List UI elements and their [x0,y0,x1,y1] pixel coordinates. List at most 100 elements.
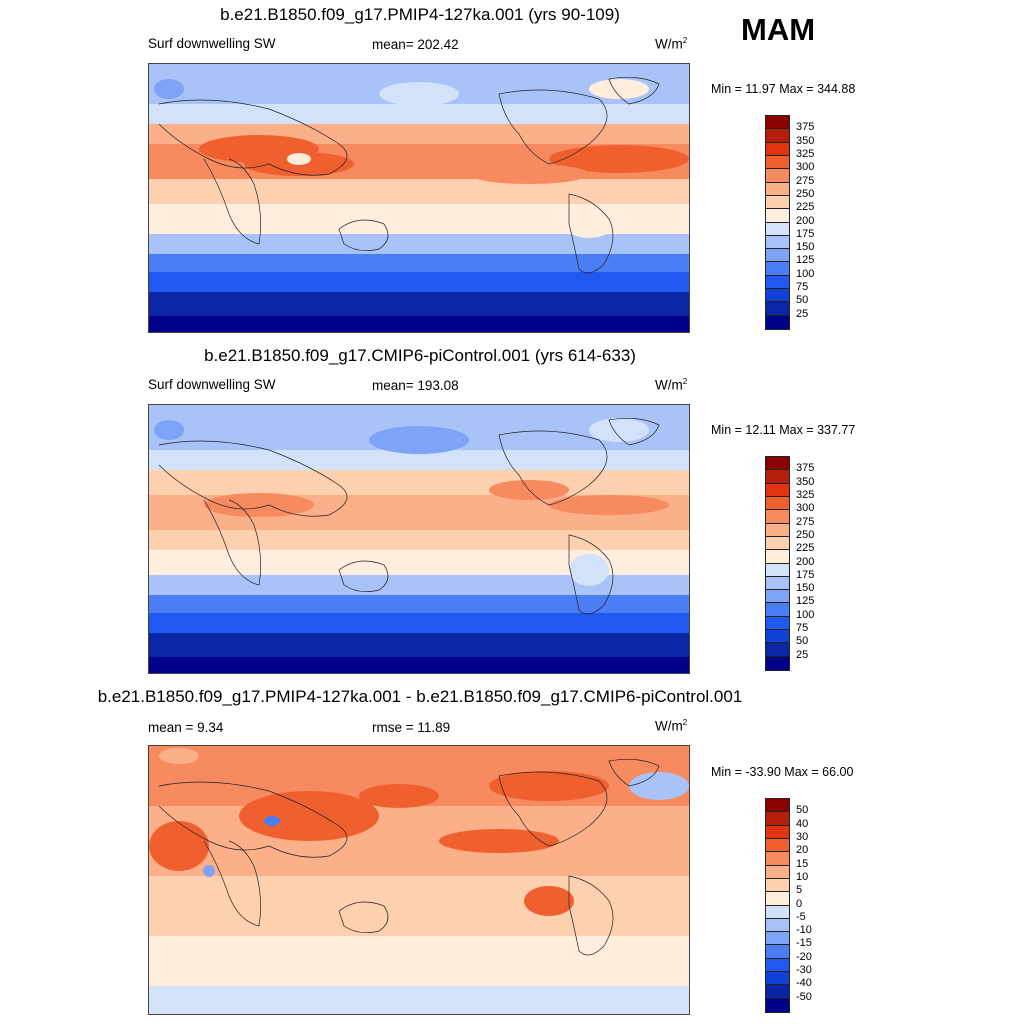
colorbar-tick-label: 375 [796,462,815,475]
panel1-title: b.e21.B1850.f09_g17.PMIP4-127ka.001 (yrs… [220,5,620,24]
panel2-mean-label: mean= 193.08 [372,378,459,393]
colorbar-tick-label: -5 [796,910,806,923]
colorbar-tick-label: 50 [796,804,809,817]
colorbar-cell [766,852,789,866]
colorbar-cell [766,825,789,839]
colorbar-cell [766,275,789,290]
colorbar-tick-label: 375 [796,121,815,134]
colorbar-cell [766,496,789,511]
panel1-map [148,63,690,333]
colorbar-tick-label: 275 [796,174,815,187]
colorbar-cell [766,550,789,564]
panel2-map [148,404,690,674]
colorbar-cell [766,932,789,946]
panel1-variable-label: Surf downwelling SW [148,36,276,51]
colorbar-cell [766,249,789,263]
colorbar-tick-label: 175 [796,227,815,240]
colorbar-cell [766,129,789,143]
panel2-variable-label: Surf downwelling SW [148,377,276,392]
panel3-rmse-label: rmse = 11.89 [372,720,451,735]
colorbar-tick-label: 75 [796,281,809,294]
colorbar-tick-label: 40 [796,817,809,830]
colorbar-tick-label: 250 [796,187,815,200]
colorbar-cell [766,998,789,1012]
colorbar-cell [766,510,789,524]
colorbar-cell [766,838,789,853]
colorbar-cell [766,483,789,497]
colorbar-cell [766,315,789,329]
colorbar-cell [766,603,789,617]
colorbar-tick-label: 275 [796,515,815,528]
colorbar-cell [766,643,789,657]
colorbar-tick-label: 15 [796,857,809,870]
colorbar-tick-label: -15 [796,937,812,950]
colorbar-cell [766,235,789,250]
colorbar-tick-label: 125 [796,254,815,267]
colorbar-tick-label: -20 [796,950,812,963]
colorbar-tick-label: 175 [796,568,815,581]
colorbar-cell [766,155,789,170]
colorbar-cell [766,209,789,223]
colorbar-cell [766,457,789,471]
panel3-map [148,745,690,1015]
colorbar-tick-label: 100 [796,608,815,621]
colorbar-tick-label: 50 [796,294,809,307]
colorbar-cell [766,945,789,959]
panel1-mean-label: mean= 202.42 [372,37,459,52]
colorbar-cell [766,616,789,631]
colorbar-cell [766,918,789,933]
colorbar-cell [766,630,789,644]
colorbar-tick-label: 30 [796,830,809,843]
panel3-minmax: Min = -33.90 Max = 66.00 [711,765,854,779]
colorbar-cell [766,892,789,906]
colorbar-tick-label: -40 [796,977,812,990]
colorbar-cell [766,169,789,183]
colorbar-tick-label: 150 [796,241,815,254]
colorbar-cell [766,523,789,537]
colorbar-tick-label: 350 [796,134,815,147]
colorbar-tick-label: 350 [796,475,815,488]
panel3-units: W/m2 [655,718,688,734]
panel1-heatmap [149,64,689,332]
colorbar-cell [766,958,789,973]
colorbar-cell [766,905,789,919]
panel1-minmax: Min = 11.97 Max = 344.88 [711,82,856,96]
colorbar-cell [766,536,789,551]
colorbar-cell [766,576,789,591]
panel2-title: b.e21.B1850.f09_g17.CMIP6-piControl.001 … [204,346,636,365]
colorbar-tick-label: 25 [796,648,809,661]
colorbar-tick-label: 325 [796,488,815,501]
colorbar-tick-label: 200 [796,214,815,227]
colorbar-tick-label: 25 [796,307,809,320]
panel2-minmax: Min = 12.11 Max = 337.77 [711,423,856,437]
colorbar-tick-label: 20 [796,844,809,857]
panel3-title: b.e21.B1850.f09_g17.PMIP4-127ka.001 - b.… [97,687,743,706]
colorbar-cell [766,142,789,156]
colorbar-tick-label: 225 [796,542,815,555]
colorbar-tick-label: 5 [796,884,803,897]
colorbar-tick-label: 300 [796,502,815,515]
colorbar-tick-label: 225 [796,201,815,214]
colorbar-cell [766,195,789,210]
colorbar-tick-label: 250 [796,528,815,541]
panel3-colorbar [765,798,790,1013]
colorbar-cell [766,656,789,670]
colorbar-cell [766,289,789,303]
colorbar-cell [766,985,789,999]
panel1-colorbar [765,115,790,330]
colorbar-cell [766,865,789,879]
colorbar-tick-label: 75 [796,622,809,635]
colorbar-cell [766,262,789,276]
colorbar-tick-label: 325 [796,147,815,160]
panel2-heatmap [149,405,689,673]
panel1-units: W/m2 [655,36,688,52]
colorbar-tick-label: 50 [796,635,809,648]
colorbar-tick-label: 200 [796,555,815,568]
colorbar-tick-label: -50 [796,990,812,1003]
colorbar-tick-label: 100 [796,267,815,280]
colorbar-cell [766,972,789,986]
colorbar-cell [766,812,789,826]
colorbar-tick-label: 150 [796,582,815,595]
colorbar-tick-label: 10 [796,870,809,883]
colorbar-tick-label: 125 [796,595,815,608]
